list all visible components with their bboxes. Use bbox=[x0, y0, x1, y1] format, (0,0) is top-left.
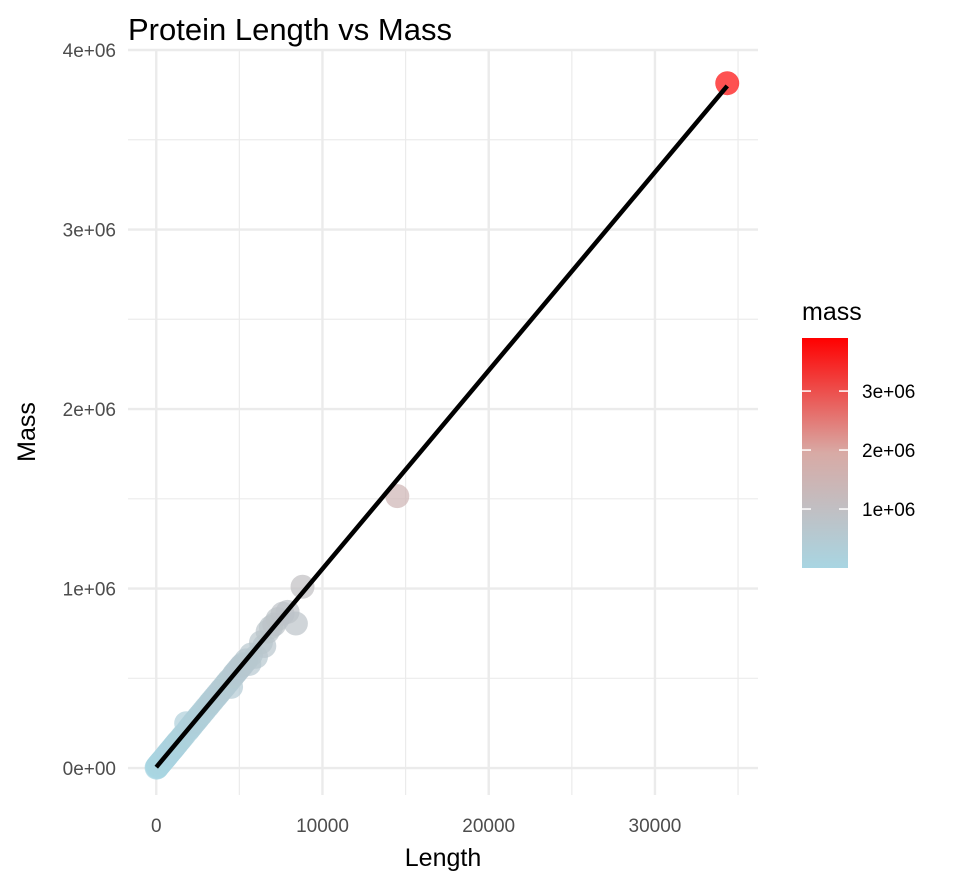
data-point bbox=[283, 611, 308, 636]
y-tick-label: 1e+06 bbox=[63, 580, 116, 601]
x-tick-label: 20000 bbox=[462, 816, 515, 837]
x-tick-label: 30000 bbox=[629, 816, 682, 837]
legend-colorbar bbox=[802, 338, 848, 568]
legend-break-label: 3e+06 bbox=[862, 382, 915, 403]
y-axis-title: Mass bbox=[13, 402, 41, 462]
x-tick-label: 0 bbox=[151, 816, 162, 837]
y-tick-label: 3e+06 bbox=[63, 221, 116, 242]
legend-breaks: 1e+06 2e+06 3e+06 bbox=[802, 382, 915, 521]
x-axis-title: Length bbox=[405, 844, 481, 872]
legend-title: mass bbox=[802, 298, 862, 326]
y-tick-label: 0e+00 bbox=[63, 759, 116, 780]
chart-title: Protein Length vs Mass bbox=[128, 12, 452, 47]
x-axis-ticks: 0 10000 20000 30000 bbox=[151, 816, 681, 837]
data-point bbox=[715, 71, 740, 96]
x-tick-label: 10000 bbox=[296, 816, 349, 837]
legend-break-label: 2e+06 bbox=[862, 441, 915, 462]
regression-line bbox=[154, 84, 729, 769]
y-tick-label: 2e+06 bbox=[63, 400, 116, 421]
legend-break-label: 1e+06 bbox=[862, 500, 915, 521]
color-legend: mass 1e+06 2e+06 3e+06 bbox=[802, 298, 915, 568]
y-axis-ticks: 0e+00 1e+06 2e+06 3e+06 4e+06 bbox=[63, 41, 116, 780]
data-point bbox=[290, 574, 315, 599]
y-tick-label: 4e+06 bbox=[63, 41, 116, 62]
trend-line bbox=[154, 84, 729, 769]
